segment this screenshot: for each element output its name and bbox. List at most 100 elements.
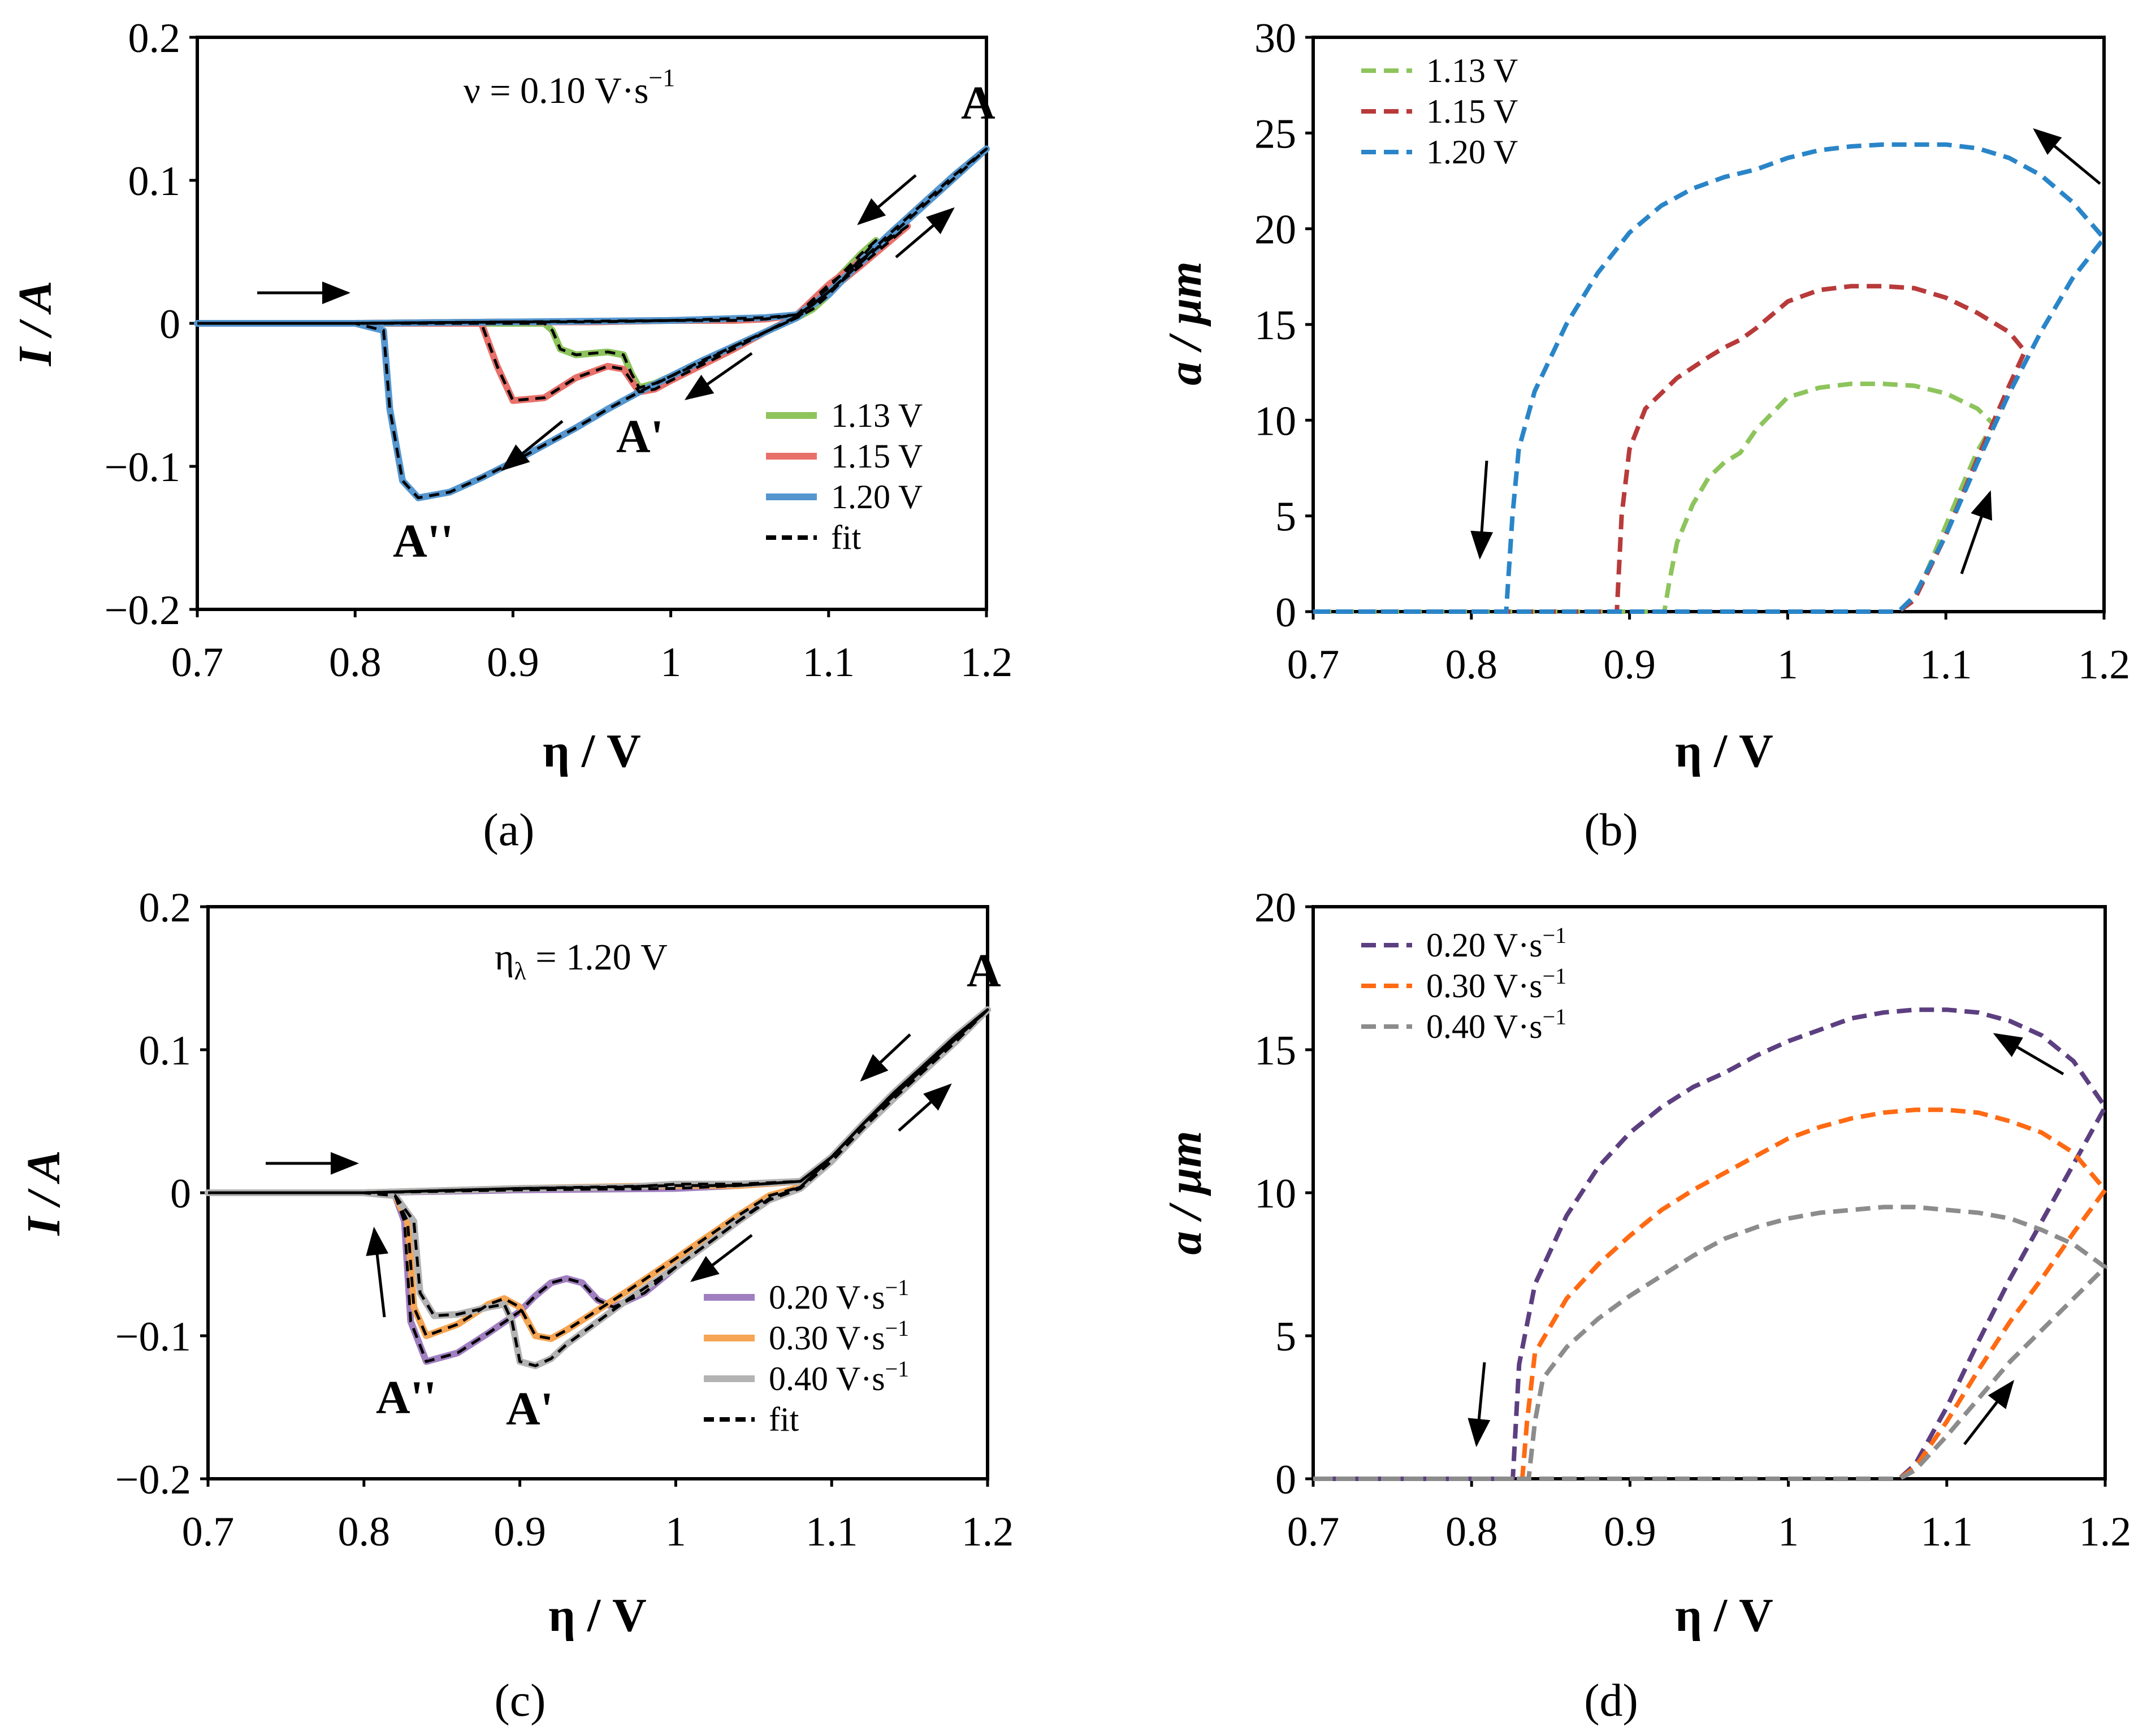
series-line (1313, 1107, 2107, 1481)
direction-arrow (501, 420, 564, 471)
x-tick-label: 1.1 (1920, 642, 1972, 688)
x-tick-labels: 0.7 0.8 0.9 1 1.1 1.2 (182, 1479, 1014, 1555)
direction-arrow (1960, 490, 1993, 574)
y-tick-label: 10 (1254, 398, 1296, 444)
legend-label: 0.30 V·s−1 (769, 1315, 909, 1357)
x-tick-label: 1 (665, 1509, 686, 1555)
x-tick-label: 0.8 (338, 1509, 391, 1555)
x-tick-label: 0.9 (1603, 642, 1656, 688)
peak-label-A-double-prime: A'' (376, 1371, 436, 1424)
x-tick-label: 0.7 (1287, 642, 1340, 688)
x-tick-label: 1.1 (803, 639, 855, 686)
y-tick-label: 0.2 (139, 885, 192, 931)
x-axis-label: η / V (1675, 1589, 1773, 1642)
x-tick-label: 0.9 (494, 1509, 546, 1555)
legend-label: 1.13 V (831, 397, 923, 434)
legend: 1.13 V 1.15 V1.20 V (1361, 52, 1518, 171)
series-line (1313, 284, 2028, 614)
x-tick-label: 0.7 (171, 639, 224, 686)
panel-label: (d) (1584, 1674, 1638, 1726)
x-tick-label: 1.2 (960, 639, 1013, 686)
y-tick-label: −0.1 (105, 444, 180, 491)
x-tick-label: 1.1 (806, 1509, 858, 1555)
y-tick-labels: 30 25 20 15 10 5 0 (1254, 15, 1313, 636)
series-layer (1313, 142, 2106, 614)
panel-c: 0.2 0.1 0 −0.1 −0.2 0.7 0.8 0.9 1 1.1 1.2 η / V I… (18, 885, 1014, 1726)
reversal-potential-annotation: ηλ = 1.20 V (495, 937, 668, 985)
panel-d: 20 15 10 5 0 0.7 0.8 0.9 1 1.1 1.2 η / V a / μm 0… (1159, 885, 2131, 1726)
x-tick-label: 0.9 (1604, 1509, 1656, 1555)
panel-label: (c) (494, 1674, 546, 1726)
legend-label: 0.30 V·s−1 (1426, 963, 1566, 1005)
legend-label: 1.13 V (1426, 52, 1518, 89)
direction-arrow (690, 1234, 753, 1283)
scan-rate-annotation: ν = 0.10 V·s−1 (464, 64, 675, 111)
series-layer (194, 145, 990, 501)
y-tick-labels: 0.2 0.1 0 −0.1 −0.2 (105, 15, 197, 634)
y-tick-label: −0.2 (115, 1457, 191, 1503)
x-tick-label: 0.8 (329, 639, 382, 686)
x-tick-labels: 0.7 0.8 0.9 1 1.1 1.2 (171, 609, 1013, 686)
y-tick-label: 20 (1254, 207, 1296, 253)
x-tick-label: 0.9 (487, 639, 539, 686)
legend-label: 1.15 V (831, 438, 923, 475)
legend-label: 1.20 V (1426, 133, 1518, 171)
series-line (1313, 382, 1996, 614)
legend-label: 0.20 V·s−1 (1426, 923, 1566, 964)
peak-label-A: A (961, 77, 995, 129)
x-axis-label: η / V (548, 1589, 647, 1642)
legend: 0.20 V·s−10.30 V·s−10.40 V·s−1 (1361, 923, 1566, 1045)
legend-label: fit (769, 1401, 799, 1438)
x-tick-label: 0.7 (1287, 1509, 1340, 1555)
panel-a: 0.2 0.1 0 −0.1 −0.2 0.7 0.8 0.9 1 1.1 1.2 η / V I… (9, 15, 1012, 855)
panel-b: 30 25 20 15 10 5 0 0.7 0.8 0.9 1 1.1 1.2 η / V a / … (1159, 15, 2130, 855)
legend-label: 0.40 V·s−1 (769, 1356, 909, 1397)
x-tick-labels: 0.7 0.8 0.9 1 1.1 1.2 (1287, 612, 2131, 688)
y-tick-label: 25 (1254, 111, 1296, 157)
legend: 0.20 V·s−10.30 V·s−10.40 V·s−1 fit (704, 1275, 909, 1438)
y-tick-label: 15 (1254, 302, 1296, 349)
x-tick-label: 1.1 (1921, 1509, 1973, 1555)
direction-arrow (860, 1033, 911, 1082)
x-tick-label: 0.7 (182, 1509, 235, 1555)
y-tick-label: 0 (170, 1171, 191, 1217)
direction-arrow (684, 352, 753, 400)
y-tick-label: 20 (1254, 885, 1296, 931)
fit-line (208, 1008, 989, 1367)
direction-arrow (857, 174, 917, 226)
legend-label: 1.15 V (1426, 93, 1518, 130)
y-tick-label: 15 (1254, 1028, 1296, 1074)
x-tick-label: 0.8 (1445, 1509, 1498, 1555)
y-tick-label: 5 (1275, 1314, 1296, 1360)
x-tick-labels: 0.7 0.8 0.9 1 1.1 1.2 (1287, 1479, 2131, 1555)
x-axis-label: η / V (1675, 725, 1773, 777)
y-tick-labels: 20 15 10 5 0 (1254, 885, 1313, 1503)
peak-label-A-double-prime: A'' (393, 515, 453, 568)
fit-line (197, 147, 988, 500)
series-line (1313, 1007, 2107, 1481)
y-tick-label: 10 (1254, 1171, 1296, 1217)
direction-arrow (1963, 1380, 2015, 1445)
series-line (1313, 1205, 2107, 1481)
y-tick-labels: 0.2 0.1 0 −0.1 −0.2 (115, 885, 208, 1503)
y-tick-label: 0.2 (128, 15, 181, 62)
peak-label-A-prime: A' (616, 410, 664, 463)
x-tick-label: 1 (1777, 642, 1798, 688)
direction-arrow (895, 207, 955, 258)
peak-label-A-prime: A' (506, 1383, 553, 1435)
direction-arrow (1993, 1033, 2064, 1076)
legend-label: 1.20 V (831, 478, 923, 516)
y-tick-label: 5 (1275, 494, 1296, 540)
x-tick-label: 1.2 (2078, 642, 2131, 688)
x-tick-label: 0.8 (1445, 642, 1498, 688)
x-tick-label: 1 (660, 639, 681, 686)
x-tick-label: 1.2 (962, 1509, 1014, 1555)
direction-arrow (898, 1083, 952, 1132)
direction-arrow (366, 1227, 389, 1318)
direction-arrow (1470, 460, 1494, 560)
y-tick-label: −0.2 (105, 587, 180, 634)
legend-label: fit (831, 519, 862, 556)
y-tick-label: 0 (159, 301, 180, 348)
